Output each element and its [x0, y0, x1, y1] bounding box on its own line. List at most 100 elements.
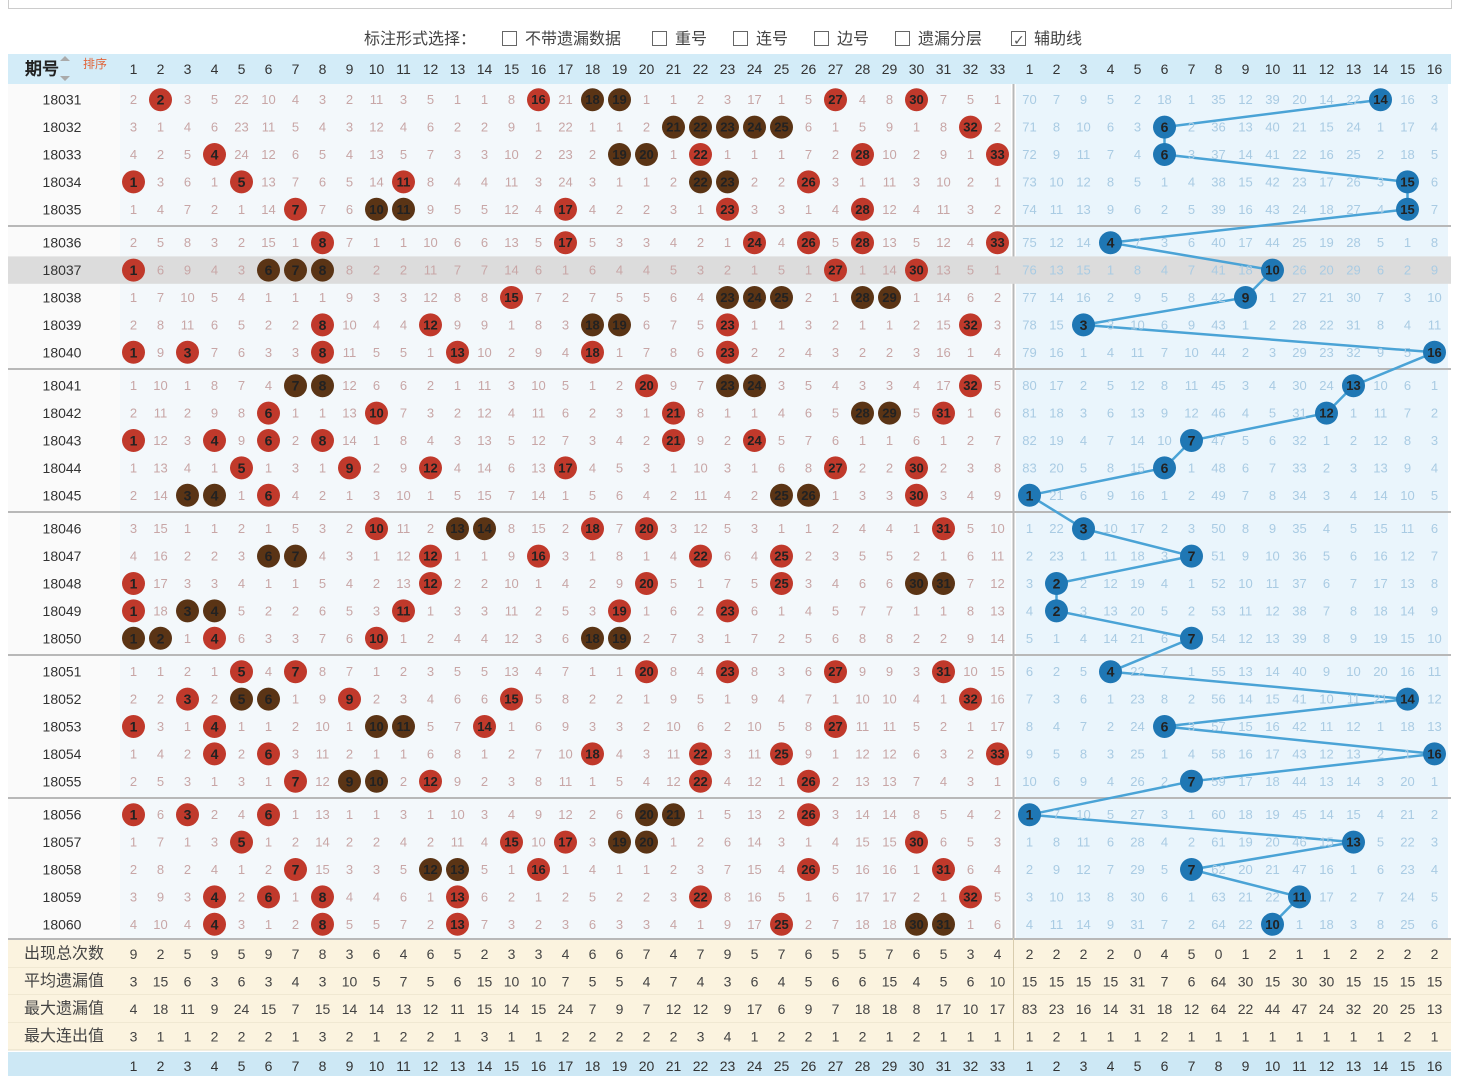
option-consecutive[interactable]: 连号	[733, 28, 788, 52]
blue-miss-value: 5	[1080, 664, 1087, 679]
red-miss-value: 7	[157, 835, 164, 850]
blue-ball-number: 2	[1053, 603, 1061, 619]
blue-miss-value: 21	[1319, 290, 1333, 305]
checkbox-checked[interactable]	[1011, 28, 1026, 52]
red-ball-number: 6	[265, 405, 273, 421]
red-miss-value: 10	[261, 92, 275, 107]
sort-arrows-icon[interactable]	[60, 56, 70, 81]
options-title: 标注形式选择：	[364, 31, 477, 48]
header-row	[8, 54, 1451, 84]
red-miss-value: 12	[261, 147, 275, 162]
checkbox[interactable]	[502, 31, 517, 46]
red-miss-value: 1	[967, 147, 974, 162]
blue-miss-value: 9	[1188, 317, 1195, 332]
red-miss-value: 1	[238, 202, 245, 217]
checkbox[interactable]	[814, 31, 829, 46]
red-miss-value: 4	[535, 664, 542, 679]
red-miss-value: 1	[562, 862, 569, 877]
stats-red-value: 15	[153, 973, 169, 989]
blue-miss-value: 59	[1211, 774, 1225, 789]
blue-miss-value: 1	[1188, 889, 1195, 904]
red-miss-value: 7	[805, 692, 812, 707]
blue-miss-value: 10	[1238, 576, 1252, 591]
stats-blue-value: 2	[1026, 946, 1034, 962]
blue-miss-value: 43	[1211, 317, 1225, 332]
red-ball	[716, 340, 739, 364]
option-no-miss-data[interactable]: 不带遗漏数据	[502, 28, 621, 52]
blue-miss-value: 3	[1377, 774, 1384, 789]
blue-miss-value: 6	[1350, 549, 1357, 564]
blue-miss-value: 7	[1269, 460, 1276, 475]
red-miss-value: 11	[505, 174, 519, 189]
blue-miss-value: 11	[1131, 345, 1145, 360]
red-miss-value: 5	[427, 92, 434, 107]
option-repeat[interactable]: 重号	[652, 28, 707, 52]
blue-ball-number: 6	[1161, 460, 1169, 476]
blue-miss-value: 7	[1377, 889, 1384, 904]
red-miss-value: 6	[616, 488, 623, 503]
red-number-header: 26	[801, 61, 817, 77]
stats-red-value: 17	[990, 1001, 1006, 1017]
blue-ball	[1180, 544, 1203, 568]
checkbox[interactable]	[652, 31, 667, 46]
checkbox[interactable]	[733, 31, 748, 46]
red-miss-value: 3	[940, 488, 947, 503]
red-miss-value: 4	[589, 862, 596, 877]
option-edge[interactable]: 边号	[814, 28, 869, 52]
footer-blue-number: 8	[1215, 1058, 1223, 1074]
red-miss-value: 8	[751, 664, 758, 679]
red-miss-value: 3	[184, 576, 191, 591]
red-miss-value: 22	[558, 120, 572, 135]
blue-miss-value: 18	[1265, 774, 1279, 789]
red-miss-value: 3	[913, 345, 920, 360]
red-miss-value: 3	[562, 317, 569, 332]
footer-blue-number: 10	[1265, 1058, 1281, 1074]
blue-number-header: 5	[1134, 61, 1142, 77]
footer-red-number: 31	[936, 1058, 952, 1074]
blue-miss-value: 12	[1427, 692, 1441, 707]
option-guide-line[interactable]: 辅助线	[1011, 28, 1082, 52]
checkbox[interactable]	[895, 31, 910, 46]
red-miss-value: 5	[859, 120, 866, 135]
red-number-header: 10	[369, 61, 385, 77]
blue-miss-value: 9	[1242, 549, 1249, 564]
red-ball	[851, 286, 874, 309]
stats-blue-value: 12	[1184, 1001, 1200, 1017]
red-ball-number: 5	[238, 460, 246, 476]
blue-miss-value: 3	[1188, 719, 1195, 734]
blue-ball-number: 13	[1346, 378, 1360, 393]
blue-ball	[1396, 170, 1419, 194]
footer-red-number: 6	[265, 1058, 273, 1074]
red-ball-number: 9	[346, 773, 354, 789]
blue-miss-value: 7	[1377, 290, 1384, 305]
red-ball-number: 6	[265, 691, 273, 707]
blue-miss-value: 5	[1242, 433, 1249, 448]
red-ball	[689, 143, 712, 166]
red-miss-value: 1	[643, 692, 650, 707]
red-miss-value: 1	[994, 263, 1001, 278]
blue-miss-value: 8	[1080, 746, 1087, 761]
blue-miss-value: 58	[1211, 746, 1225, 761]
blue-miss-value: 4	[1026, 603, 1033, 618]
blue-miss-value: 22	[1292, 147, 1306, 162]
red-miss-value: 4	[967, 235, 974, 250]
red-miss-value: 13	[342, 406, 356, 421]
red-ball-number: 32	[963, 317, 977, 332]
option-miss-layer[interactable]: 遗漏分层	[895, 28, 982, 52]
red-miss-value: 1	[805, 889, 812, 904]
red-miss-value: 3	[373, 862, 380, 877]
blue-miss-value: 53	[1211, 603, 1225, 618]
red-ball	[770, 572, 793, 595]
red-miss-value: 2	[373, 835, 380, 850]
red-ball	[122, 429, 145, 452]
blue-miss-value: 5	[1161, 290, 1168, 305]
red-miss-value: 3	[265, 345, 272, 360]
stats-red-value: 1	[886, 1028, 894, 1044]
blue-miss-value: 64	[1211, 917, 1225, 932]
red-miss-value: 2	[967, 174, 974, 189]
red-number-header: 4	[211, 61, 219, 77]
stats-blue-value: 13	[1427, 1001, 1443, 1017]
red-miss-value: 4	[832, 835, 839, 850]
blue-miss-value: 1	[1107, 263, 1114, 278]
red-miss-value: 4	[238, 807, 245, 822]
